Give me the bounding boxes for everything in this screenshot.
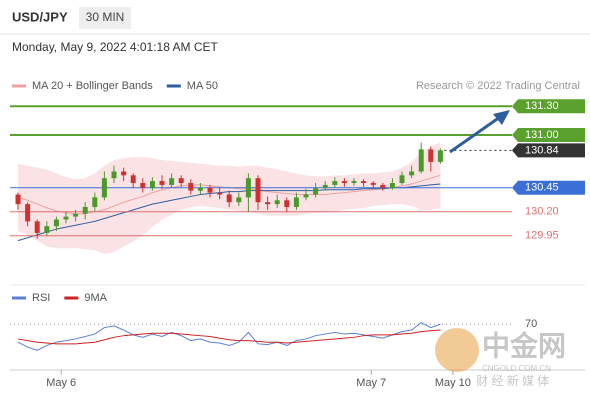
candle-body [284,200,290,207]
candle-body [53,219,59,227]
candle-body [63,216,69,220]
candle-body [293,197,299,207]
rsi-ma-line [17,329,441,345]
rsi-tick-label: 70 [525,318,537,330]
candle-body [274,200,280,205]
interval: 30 MIN [86,10,125,24]
candle-body [245,178,251,198]
x-tick-label: May 7 [356,377,386,389]
legend-label: RSI [32,292,50,304]
candle-body [389,183,395,188]
watermark-site: CNGOLD.COM.CN [482,364,551,373]
level-label: 131.30 [525,100,559,112]
candle-body [226,194,232,203]
candle-body [73,213,79,217]
legend-label: MA 20 + Bollinger Bands [32,80,153,92]
candle-body [313,187,319,195]
candle-body [197,187,203,191]
rsi-values-line [17,322,441,351]
candle-body [437,150,443,162]
candle-body [207,187,213,193]
candle-body [332,181,338,185]
candle-body [34,221,40,233]
candle-body [121,171,127,176]
candle-body [44,226,50,233]
credit: Research © 2022 Trading Central [416,80,580,92]
legend-label: MA 50 [187,80,218,92]
candle-body [217,192,223,195]
candle-body [399,175,405,183]
level-tag [512,143,585,158]
watermark-name: 中金网 [482,329,566,361]
level-label: 130.20 [525,206,559,218]
candle-body [169,178,175,185]
candle-body [149,181,155,188]
candle-body [255,178,261,203]
candle-body [428,149,434,162]
level-label: 129.95 [525,230,559,242]
level-tag [512,99,585,114]
candle-body [111,171,117,179]
forecast-arrow [449,115,501,154]
candle-body [101,178,107,198]
candle-body [236,197,242,203]
level-label: 130.45 [525,182,559,194]
watermark-logo [435,328,479,372]
level-tag [512,128,585,142]
watermark-tagline: 财 经 新 媒 体 [476,373,549,388]
candle-body [351,181,357,183]
candle-body [341,181,347,183]
candle-body [82,207,88,214]
x-tick-label: May 6 [46,377,76,389]
candle-body [188,183,194,191]
candle-body [25,204,31,222]
candle-body [303,194,309,198]
interval-box [79,7,131,29]
legend-label: 9MA [84,292,107,304]
candle-body [370,183,376,185]
x-tick-label: May 10 [435,377,471,389]
candle-body [15,194,21,205]
watermark: 中金网 CNGOLD.COM.CN 财 经 新 媒 体 [435,328,566,388]
candle-body [178,178,184,183]
candle-body [130,175,136,183]
level-label: 131.00 [525,129,559,141]
candle-body [409,171,415,176]
level-label: 130.84 [525,144,559,156]
forecast-arrowhead [493,110,510,125]
timestamp: Monday, May 9, 2022 4:01:18 AM CET [12,40,219,54]
level-tag [512,180,585,195]
candle-body [322,184,328,188]
candle-body [92,197,98,207]
candle-body [380,184,386,188]
candle-body [140,183,146,188]
symbol: USD/JPY [12,9,68,24]
candle-body [418,149,424,172]
candle-body [361,181,367,183]
candle-body [159,181,165,185]
candle-body [265,202,271,205]
